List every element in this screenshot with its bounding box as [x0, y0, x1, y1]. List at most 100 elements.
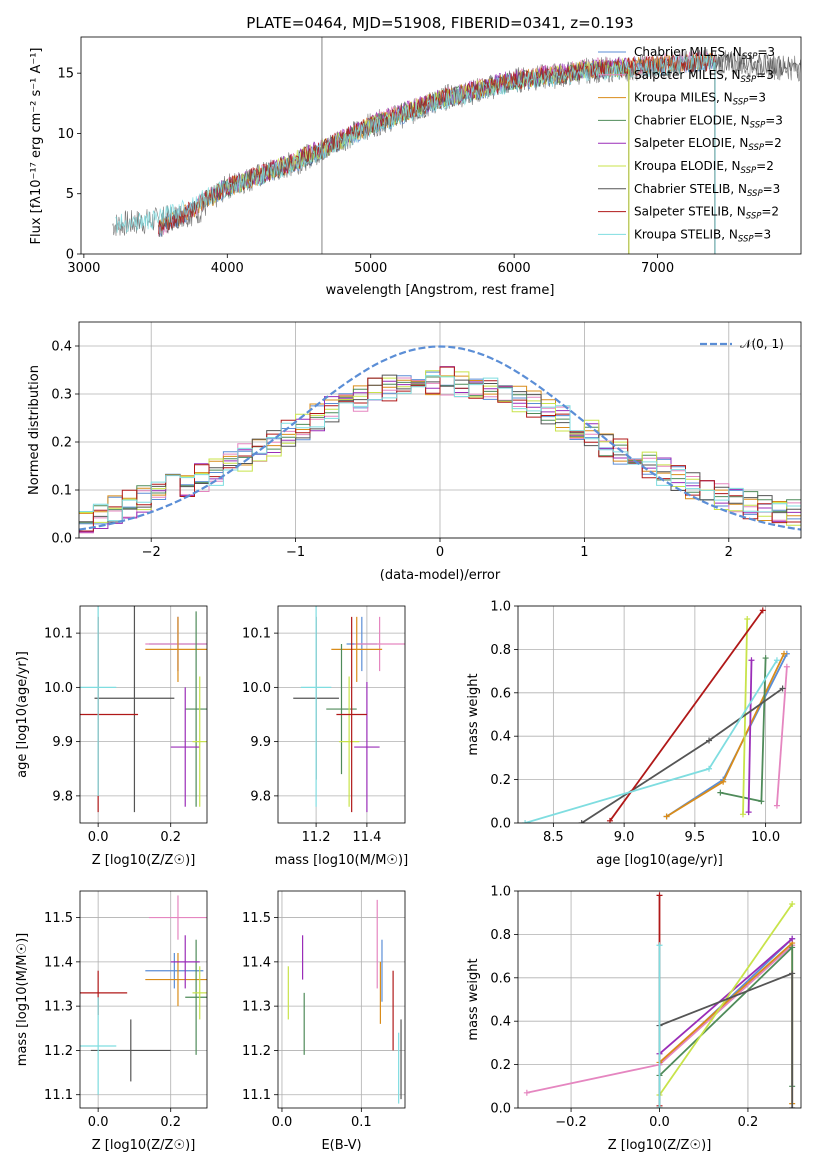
mass-weight-marker	[744, 616, 751, 623]
y-tick-label: 0.4	[51, 340, 72, 355]
y-tick-label: 1.0	[490, 600, 511, 615]
y-tick-label: 5	[66, 187, 74, 202]
mass-weight-vs-Z-frame	[517, 890, 802, 1109]
residual-hist-9	[79, 375, 801, 522]
residual-histograms	[79, 345, 801, 534]
y-tick-label: 11.3	[242, 1000, 271, 1015]
x-tick-label: 0.0	[272, 1115, 293, 1130]
model-spectrum-3	[158, 52, 715, 230]
mass-weight-marker	[779, 685, 786, 692]
legend-entry: Salpeter STELIB, NSSP=2	[634, 205, 779, 222]
x-tick-label: 0.0	[649, 1115, 670, 1130]
legend-entry: Chabrier ELODIE, NSSP=3	[634, 113, 783, 130]
y-tick-label: 11.4	[44, 955, 73, 970]
mass-weight-marker	[739, 811, 746, 818]
mass-weight-marker	[748, 657, 755, 664]
y-tick-label: 11.2	[44, 1044, 73, 1059]
axes-age-vs-mass: 11.2 11.4 9.8 9.9 10.0 10.1	[242, 606, 405, 845]
x-tick-label: −0.2	[555, 1115, 587, 1130]
y-axis-label: Normed distribution	[27, 365, 42, 495]
axes-mass-weight-vs-Z: −0.2 0.0 0.2 0.0 0.2 0.4 0.6 0.8 1.0	[490, 885, 801, 1130]
spectrum-frame	[80, 36, 802, 255]
y-tick-label: 11.5	[44, 911, 73, 926]
mass-weight-line	[581, 687, 784, 823]
y-tick-label: 0.6	[490, 686, 511, 701]
spectrum-lines	[112, 37, 801, 254]
mass-weight-marker	[759, 607, 766, 614]
error-bars	[287, 899, 402, 1104]
x-tick-label: −1	[286, 545, 305, 560]
residual-hist-8	[79, 366, 801, 532]
x-tick-label: 9.5	[685, 830, 706, 845]
mass-weight-marker	[789, 1105, 796, 1108]
x-axis-label: mass [log10(M/M☉)]	[275, 853, 408, 868]
mass-weight-marker	[717, 789, 724, 796]
age-vs-Z-frame	[79, 605, 208, 824]
gaussian-curve	[79, 345, 801, 531]
x-tick-label: 2	[725, 545, 733, 560]
y-tick-label: 11.3	[44, 1000, 73, 1015]
x-axis-label: E(B-V)	[321, 1138, 361, 1153]
mass-weight-line	[658, 938, 793, 1055]
legend-entry: Salpeter ELODIE, NSSP=2	[634, 136, 782, 153]
y-tick-label: 10.1	[44, 627, 73, 642]
y-tick-label: 0.0	[490, 1102, 511, 1117]
y-tick-label: 10.0	[242, 681, 271, 696]
mass-weight-marker	[773, 802, 780, 809]
x-tick-label: 0.1	[351, 1115, 372, 1130]
x-tick-label: 11.4	[352, 830, 381, 845]
x-tick-label: 5000	[354, 261, 387, 276]
x-axis-label: age [log10(age/yr)]	[596, 853, 723, 868]
legend-entry: Salpeter MILES, NSSP=3	[634, 68, 774, 85]
mass-weight-marker	[783, 663, 790, 670]
model-spectrum-1	[158, 53, 715, 238]
mass-vs-EBV-frame	[277, 890, 406, 1109]
age-vs-mass-frame	[277, 605, 406, 824]
y-tick-label: 0.1	[51, 484, 72, 499]
y-tick-label: 10	[57, 127, 74, 142]
mass-weight-marker	[789, 970, 796, 977]
legend-entry: Kroupa ELODIE, NSSP=2	[634, 159, 774, 176]
y-tick-label: 0.3	[51, 388, 72, 403]
y-tick-label: 0.8	[490, 928, 511, 943]
x-tick-label: 11.2	[302, 830, 331, 845]
axes-residuals: −2 −1 0 1 2 0.0 0.1 0.2 0.3 0.4 𝒩(0, 1)	[51, 322, 801, 560]
x-tick-label: 0.0	[88, 1115, 109, 1130]
mass-weight-marker	[578, 820, 585, 823]
mass-weight-line	[658, 972, 794, 1108]
x-axis-label: (data-model)/error	[380, 568, 501, 583]
mass-weight-marker	[656, 1105, 663, 1108]
mass-weight-lines	[522, 607, 790, 823]
error-bars	[80, 606, 207, 813]
mass-weight-marker	[523, 1089, 530, 1096]
x-tick-label: 6000	[498, 261, 531, 276]
x-tick-label: 0	[436, 545, 444, 560]
y-tick-label: 0.0	[490, 817, 511, 832]
axes-spectrum: 3000 4000 5000 6000 7000 0 5 10 15 Chabrier MILES…	[57, 37, 801, 276]
legend-entry: Chabrier STELIB, NSSP=3	[634, 182, 780, 199]
y-axis-label: mass [log10(M/M☉)]	[15, 933, 30, 1066]
y-tick-label: 0.2	[490, 773, 511, 788]
x-tick-label: 8.5	[543, 830, 564, 845]
mass-weight-marker	[706, 765, 713, 772]
y-tick-label: 0.4	[490, 1015, 511, 1030]
y-tick-label: 0.2	[490, 1058, 511, 1073]
x-tick-label: 0.2	[160, 1115, 181, 1130]
y-tick-label: 11.5	[242, 911, 271, 926]
residuals-frame	[78, 321, 802, 539]
x-tick-label: 0.2	[738, 1115, 759, 1130]
y-tick-label: 0.4	[490, 730, 511, 745]
x-axis-label: Z [log10(Z/Z☉)]	[608, 1138, 712, 1153]
axes-mass-vs-Z: 0.0 0.2 11.1 11.2 11.3 11.4 11.5	[44, 891, 207, 1130]
mass-weight-vs-age-frame	[517, 605, 802, 824]
mass-weight-marker	[706, 737, 713, 744]
y-tick-label: 0	[66, 248, 74, 263]
mass-weight-marker	[789, 901, 796, 908]
x-tick-label: 10.0	[751, 830, 780, 845]
mass-weight-marker	[781, 650, 788, 657]
y-tick-label: 9.9	[250, 735, 271, 750]
axes-mass-weight-vs-age: 8.5 9.0 9.5 10.0 0.0 0.2 0.4 0.6 0.8 1.0	[490, 600, 801, 845]
y-tick-label: 0.2	[51, 436, 72, 451]
mass-weight-marker	[663, 813, 670, 820]
